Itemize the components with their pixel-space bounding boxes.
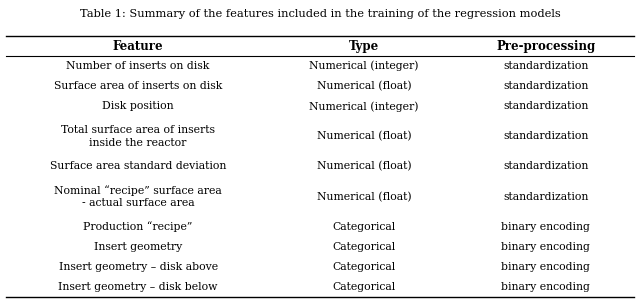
Text: Numerical (float): Numerical (float) — [317, 191, 412, 202]
Text: Nominal “recipe” surface area
- actual surface area: Nominal “recipe” surface area - actual s… — [54, 185, 222, 208]
Text: Number of inserts on disk: Number of inserts on disk — [67, 61, 210, 71]
Text: Production “recipe”: Production “recipe” — [83, 221, 193, 232]
Text: Insert geometry – disk below: Insert geometry – disk below — [58, 282, 218, 292]
Text: binary encoding: binary encoding — [501, 282, 590, 292]
Text: binary encoding: binary encoding — [501, 222, 590, 232]
Text: Feature: Feature — [113, 40, 163, 52]
Text: Disk position: Disk position — [102, 101, 174, 111]
Text: Insert geometry: Insert geometry — [94, 242, 182, 252]
Text: binary encoding: binary encoding — [501, 262, 590, 272]
Text: Insert geometry – disk above: Insert geometry – disk above — [58, 262, 218, 272]
Text: Numerical (integer): Numerical (integer) — [309, 61, 419, 71]
Text: standardization: standardization — [503, 61, 588, 71]
Text: Categorical: Categorical — [332, 282, 396, 292]
Text: binary encoding: binary encoding — [501, 242, 590, 252]
Text: standardization: standardization — [503, 81, 588, 91]
Text: Categorical: Categorical — [332, 222, 396, 232]
Text: Categorical: Categorical — [332, 242, 396, 252]
Text: Numerical (float): Numerical (float) — [317, 81, 412, 91]
Text: Categorical: Categorical — [332, 262, 396, 272]
Text: Numerical (integer): Numerical (integer) — [309, 101, 419, 112]
Text: standardization: standardization — [503, 192, 588, 202]
Text: Total surface area of inserts
inside the reactor: Total surface area of inserts inside the… — [61, 125, 215, 148]
Text: Surface area standard deviation: Surface area standard deviation — [50, 161, 227, 172]
Text: Type: Type — [349, 40, 379, 52]
Text: Numerical (float): Numerical (float) — [317, 161, 412, 172]
Text: standardization: standardization — [503, 101, 588, 111]
Text: Pre-processing: Pre-processing — [496, 40, 595, 52]
Text: standardization: standardization — [503, 131, 588, 141]
Text: Numerical (float): Numerical (float) — [317, 131, 412, 142]
Text: Surface area of inserts on disk: Surface area of inserts on disk — [54, 81, 222, 91]
Text: Table 1: Summary of the features included in the training of the regression mode: Table 1: Summary of the features include… — [79, 9, 561, 19]
Text: standardization: standardization — [503, 161, 588, 172]
